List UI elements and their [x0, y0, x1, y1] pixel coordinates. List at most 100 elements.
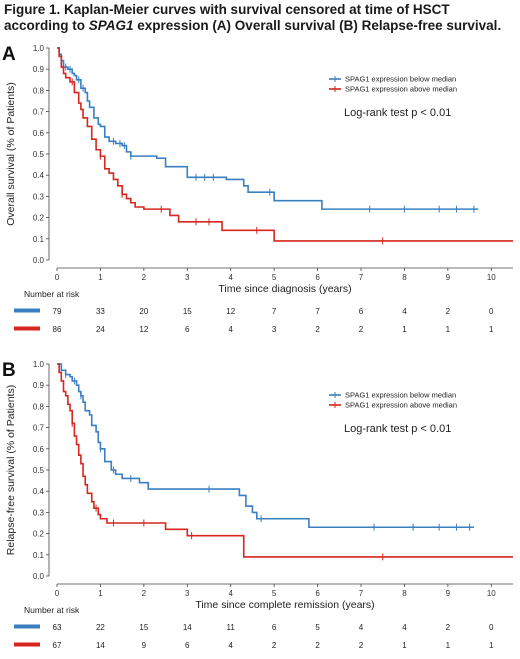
- panel-b-y-tick-label: 0.0: [33, 572, 45, 581]
- panel-a-y-tick-label: 0.7: [33, 108, 45, 117]
- panel-b-x-tick-label: 0: [55, 589, 60, 598]
- panel-a-y-tick-label: 0.6: [33, 129, 45, 138]
- panel-a-risk-row-swatch-above: [14, 326, 40, 331]
- panel-b-risk-row-swatch-below: [14, 624, 40, 629]
- panel-a-legend-label-below: SPAG1 expression below median: [345, 75, 456, 84]
- panel-b-x-tick-label: 7: [359, 589, 364, 598]
- panel-a-risk-value-below: 7: [272, 307, 277, 316]
- panel-a-x-tick-label: 2: [142, 273, 147, 282]
- panel-a-risk-table-header: Number at risk: [24, 289, 80, 299]
- panel-a-risk-value-above: 3: [272, 325, 277, 334]
- panel-b-risk-value-above: 2: [272, 641, 277, 650]
- panel-a-x-tick-label: 1: [98, 273, 103, 282]
- panel-b-y-tick-label: 0.5: [33, 466, 45, 475]
- panel-b-y-tick-label: 0.4: [33, 487, 45, 496]
- panel-b-series-above-curve: [57, 363, 513, 558]
- panel-a-series-below-curve: [57, 47, 479, 210]
- panel-a-x-axis-label: Time since diagnosis (years): [218, 283, 351, 295]
- panel-a-risk-value-below: 2: [446, 307, 451, 316]
- panel-a-risk-value-above: 1: [489, 325, 494, 334]
- panel-b-x-tick-label: 9: [446, 589, 451, 598]
- panel-a-y-axis-label: Overall survival (% of Patients): [5, 82, 17, 226]
- panel-a-y-tick-label: 0.0: [33, 256, 45, 265]
- panel-a-x-tick-label: 5: [272, 273, 277, 282]
- panel-b-x-tick-label: 1: [98, 589, 103, 598]
- panel-a-chart: A0.00.10.20.30.40.50.60.70.80.91.00 1 2 3 4 5…: [2, 44, 513, 334]
- panel-a-risk-value-below: 79: [53, 307, 62, 316]
- panel-b-logrank-annotation: Log-rank test p < 0.01: [344, 423, 451, 435]
- panel-b-risk-value-above: 67: [53, 641, 62, 650]
- panel-a-risk-value-below: 33: [96, 307, 105, 316]
- figure-title-gene: SPAG1: [88, 18, 134, 33]
- panel-a-x-tick-label: 0: [55, 273, 60, 282]
- panel-a-risk-value-above: 2: [315, 325, 320, 334]
- panel-a-letter: A: [2, 44, 16, 65]
- panel-a-x-tick-label: 7: [359, 273, 364, 282]
- panel-b-risk-value-above: 1: [446, 641, 451, 650]
- panel-b-y-tick-label: 1.0: [33, 360, 45, 369]
- panel-b-risk-value-below: 2: [446, 623, 451, 632]
- panel-a-risk-value-above: 4: [228, 325, 233, 334]
- panel-b-risk-value-above: 2: [359, 641, 364, 650]
- panel-a-risk-value-below: 15: [183, 307, 192, 316]
- panel-b-risk-value-above: 1: [489, 641, 494, 650]
- panel-b-risk-value-below: 22: [96, 623, 105, 632]
- panel-a-x-tick-label: 10: [487, 273, 496, 282]
- panel-a-x-tick-label: 3: [185, 273, 190, 282]
- panel-b-y-tick-label: 0.2: [33, 530, 45, 539]
- panel-b-x-axis-label: Time since complete remission (years): [195, 599, 374, 611]
- panel-b-risk-value-above: 2: [315, 641, 320, 650]
- panel-b-y-tick-label: 0.8: [33, 402, 45, 411]
- panel-b-x-tick-label: 5: [272, 589, 277, 598]
- panel-b-risk-value-below: 11: [227, 623, 236, 632]
- panel-a-risk-value-below: 20: [139, 307, 148, 316]
- figure-title: Figure 1. Kaplan-Meier curves with survi…: [4, 2, 516, 34]
- panel-a-risk-value-above: 1: [446, 325, 451, 334]
- panel-a-risk-value-above: 86: [53, 325, 62, 334]
- panel-b-risk-value-above: 6: [185, 641, 190, 650]
- panel-a-risk-value-below: 7: [315, 307, 320, 316]
- panel-b-risk-value-below: 4: [359, 623, 364, 632]
- panel-a-risk-value-above: 6: [185, 325, 190, 334]
- panel-b-y-axis-label: Relapse-free survival (% of Patients): [5, 385, 17, 555]
- panel-a-y-tick-label: 0.1: [33, 235, 45, 244]
- panel-b-risk-value-below: 14: [183, 623, 192, 632]
- panel-b-legend-label-below: SPAG1 expression below median: [345, 391, 456, 400]
- panel-a-risk-value-above: 24: [96, 325, 105, 334]
- panel-b-y-tick-label: 0.3: [33, 508, 45, 517]
- panel-a-risk-value-below: 0: [489, 307, 494, 316]
- panel-b-risk-value-below: 15: [139, 623, 148, 632]
- panel-b-y-tick-label: 0.1: [33, 551, 45, 560]
- panel-a-risk-value-below: 4: [402, 307, 407, 316]
- panel-b-letter: B: [2, 360, 16, 381]
- panel-a-x-tick-label: 9: [446, 273, 451, 282]
- panel-b-y-tick-label: 0.9: [33, 381, 45, 390]
- panel-b-risk-value-above: 9: [142, 641, 147, 650]
- panel-b-chart: B 0.0 0.1 0.2 0.3 0.4 0.5 0.6 0.7 0.8 0.9 1.0 0 1 2 3 4 5…: [2, 360, 513, 650]
- panel-a-legend-label-above: SPAG1 expression above median: [345, 85, 457, 94]
- figure-title-part1: Figure 1. Kaplan-Meier curves with survi…: [4, 2, 450, 33]
- panel-a-risk-row-swatch-below: [14, 308, 40, 313]
- panel-b-risk-table-header: Number at risk: [24, 605, 80, 615]
- panel-a-x-tick-label: 4: [228, 273, 233, 282]
- panel-b-risk-value-below: 4: [402, 623, 407, 632]
- panel-a-series-above-curve: [57, 47, 513, 242]
- panel-a-y-tick-label: 1.0: [33, 44, 45, 53]
- panel-a-y-tick-label: 0.3: [33, 192, 45, 201]
- panel-b-x-tick-label: 6: [315, 589, 320, 598]
- panel-b-risk-value-below: 6: [272, 623, 277, 632]
- panel-b-x-tick-label: 8: [402, 589, 407, 598]
- panel-b-risk-value-below: 0: [489, 623, 494, 632]
- panel-a-risk-value-below: 6: [359, 307, 364, 316]
- panel-b-risk-value-above: 1: [402, 641, 407, 650]
- panel-a-y-tick-label: 0.8: [33, 86, 45, 95]
- panel-b-y-tick-label: 0.6: [33, 445, 45, 454]
- panel-a-risk-value-below: 12: [226, 307, 235, 316]
- panel-b-series-below-curve: [57, 363, 474, 529]
- panel-a-y-tick-label: 0.5: [33, 150, 45, 159]
- panel-b-risk-row-swatch-above: [14, 642, 40, 647]
- figure-title-part2: expression (A) Overall survival (B) Rela…: [133, 18, 502, 33]
- panel-b-x-tick-label: 10: [487, 589, 496, 598]
- panel-a-x-tick-label: 8: [402, 273, 407, 282]
- panel-b-y-tick-label: 0.7: [33, 424, 45, 433]
